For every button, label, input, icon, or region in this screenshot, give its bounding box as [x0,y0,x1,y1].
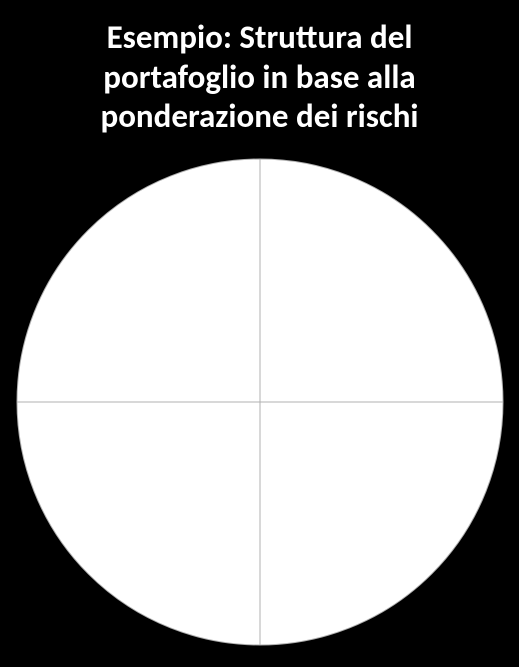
chart-container: Esempio: Struttura del portafoglio in ba… [0,0,519,667]
chart-title: Esempio: Struttura del portafoglio in ba… [0,0,519,147]
pie-chart-wrapper [0,157,519,657]
pie-slices [17,159,503,645]
pie-chart [0,157,519,657]
